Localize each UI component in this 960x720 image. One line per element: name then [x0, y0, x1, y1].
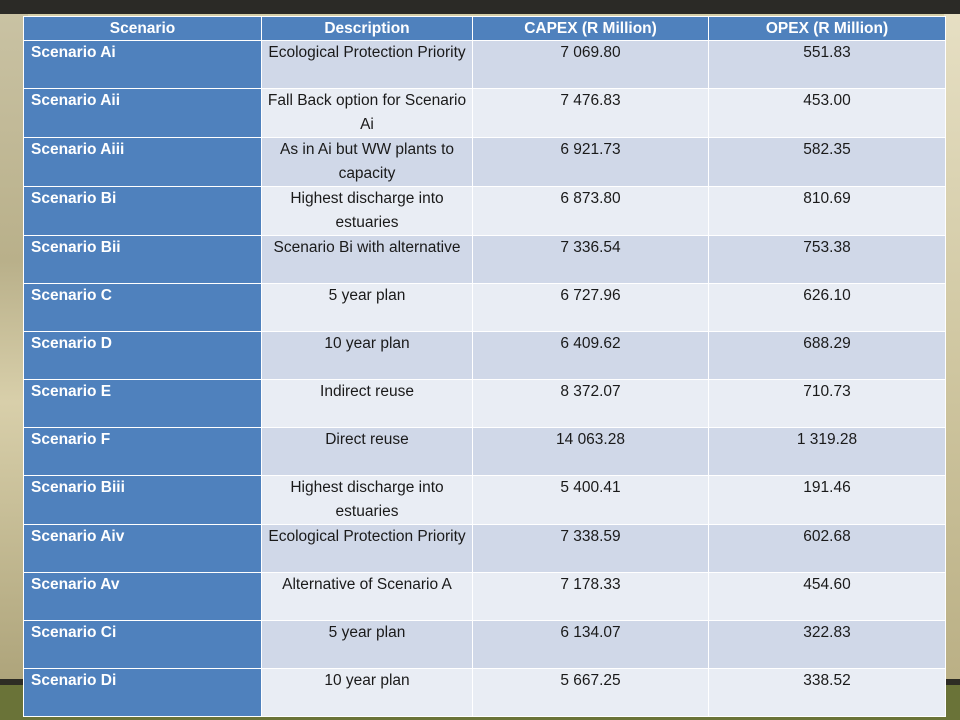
- cell-description: Indirect reuse: [261, 379, 473, 428]
- cell-scenario: Scenario Aiii: [23, 137, 262, 187]
- scenario-cost-table: Scenario Description CAPEX (R Million) O…: [23, 16, 946, 717]
- cell-description: Highest discharge into estuaries: [261, 186, 473, 236]
- table-row: Scenario E Indirect reuse 8 372.07 710.73: [23, 379, 946, 428]
- cell-scenario: Scenario Aii: [23, 88, 262, 138]
- cell-scenario: Scenario Bii: [23, 235, 262, 284]
- cell-scenario: Scenario Ai: [23, 40, 262, 89]
- cell-description: Highest discharge into estuaries: [261, 475, 473, 525]
- cell-scenario: Scenario Bi: [23, 186, 262, 236]
- cell-description: 5 year plan: [261, 283, 473, 332]
- cell-opex: 338.52: [708, 668, 946, 717]
- table-row: Scenario Aiii As in Ai but WW plants to c…: [23, 137, 946, 187]
- table-row: Scenario F Direct reuse 14 063.28 1 319.28: [23, 427, 946, 476]
- table-row: Scenario Ci 5 year plan 6 134.07 322.83: [23, 620, 946, 669]
- cell-description: Ecological Protection Priority: [261, 40, 473, 89]
- cell-description: 10 year plan: [261, 668, 473, 717]
- cell-capex: 5 667.25: [472, 668, 709, 717]
- cell-scenario: Scenario E: [23, 379, 262, 428]
- table-row: Scenario Aii Fall Back option for Scenari…: [23, 88, 946, 138]
- cell-description: As in Ai but WW plants to capacity: [261, 137, 473, 187]
- cell-capex: 8 372.07: [472, 379, 709, 428]
- cell-scenario: Scenario F: [23, 427, 262, 476]
- cell-description: 10 year plan: [261, 331, 473, 380]
- cell-description: Direct reuse: [261, 427, 473, 476]
- table-row: Scenario Biii Highest discharge into estu…: [23, 475, 946, 525]
- cell-capex: 7 069.80: [472, 40, 709, 89]
- cell-capex: 6 134.07: [472, 620, 709, 669]
- header-scenario: Scenario: [23, 16, 262, 41]
- table-row: Scenario Bi Highest discharge into estuar…: [23, 186, 946, 236]
- cell-scenario: Scenario Di: [23, 668, 262, 717]
- table-row: Scenario Ai Ecological Protection Priorit…: [23, 40, 946, 89]
- cell-capex: 14 063.28: [472, 427, 709, 476]
- cell-scenario: Scenario Av: [23, 572, 262, 621]
- cell-capex: 6 727.96: [472, 283, 709, 332]
- cell-capex: 5 400.41: [472, 475, 709, 525]
- cell-capex: 7 336.54: [472, 235, 709, 284]
- cell-scenario: Scenario D: [23, 331, 262, 380]
- cell-scenario: Scenario Biii: [23, 475, 262, 525]
- slide-background-right: [944, 14, 960, 720]
- cell-opex: 602.68: [708, 524, 946, 573]
- cell-scenario: Scenario Ci: [23, 620, 262, 669]
- cell-opex: 688.29: [708, 331, 946, 380]
- cell-opex: 454.60: [708, 572, 946, 621]
- cell-opex: 191.46: [708, 475, 946, 525]
- cell-opex: 322.83: [708, 620, 946, 669]
- cell-description: Scenario Bi with alternative: [261, 235, 473, 284]
- table-header-row: Scenario Description CAPEX (R Million) O…: [23, 16, 946, 41]
- cell-description: Alternative of Scenario A: [261, 572, 473, 621]
- cell-description: Ecological Protection Priority: [261, 524, 473, 573]
- cell-capex: 6 409.62: [472, 331, 709, 380]
- table-row: Scenario D 10 year plan 6 409.62 688.29: [23, 331, 946, 380]
- cell-scenario: Scenario C: [23, 283, 262, 332]
- slide-top-bar: [0, 0, 960, 14]
- cell-opex: 582.35: [708, 137, 946, 187]
- cell-opex: 810.69: [708, 186, 946, 236]
- cell-scenario: Scenario Aiv: [23, 524, 262, 573]
- cell-capex: 7 178.33: [472, 572, 709, 621]
- cell-description: 5 year plan: [261, 620, 473, 669]
- cell-description: Fall Back option for Scenario Ai: [261, 88, 473, 138]
- table-row: Scenario Aiv Ecological Protection Priori…: [23, 524, 946, 573]
- header-description: Description: [261, 16, 473, 41]
- table-row: Scenario Di 10 year plan 5 667.25 338.52: [23, 668, 946, 717]
- cell-capex: 7 476.83: [472, 88, 709, 138]
- cell-capex: 6 921.73: [472, 137, 709, 187]
- cell-opex: 453.00: [708, 88, 946, 138]
- header-capex: CAPEX (R Million): [472, 16, 709, 41]
- cell-opex: 710.73: [708, 379, 946, 428]
- header-opex: OPEX (R Million): [708, 16, 946, 41]
- cell-capex: 7 338.59: [472, 524, 709, 573]
- table-row: Scenario Bii Scenario Bi with alternative…: [23, 235, 946, 284]
- cell-opex: 753.38: [708, 235, 946, 284]
- cell-opex: 551.83: [708, 40, 946, 89]
- cell-capex: 6 873.80: [472, 186, 709, 236]
- cell-opex: 626.10: [708, 283, 946, 332]
- cell-opex: 1 319.28: [708, 427, 946, 476]
